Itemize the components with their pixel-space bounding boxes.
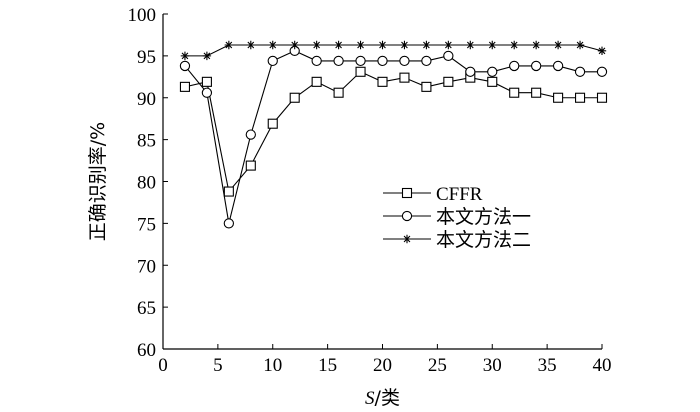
x-tick-label: 10 bbox=[263, 355, 282, 376]
data-point-star bbox=[290, 40, 299, 50]
data-point-square bbox=[223, 186, 234, 197]
data-point-square bbox=[311, 76, 322, 87]
series-square bbox=[179, 66, 608, 197]
y-tick-label: 90 bbox=[137, 89, 156, 110]
data-point-star bbox=[378, 40, 387, 50]
data-point-square bbox=[377, 76, 388, 87]
data-point-star bbox=[180, 51, 190, 61]
x-tick-label: 15 bbox=[318, 355, 337, 376]
data-point-square bbox=[245, 160, 256, 171]
data-point-circle bbox=[443, 50, 454, 62]
y-tick-label: 100 bbox=[128, 5, 157, 26]
x-axis-title: S/类 bbox=[365, 387, 400, 409]
data-point-circle bbox=[311, 55, 322, 67]
data-point-circle bbox=[245, 129, 256, 140]
data-point-star bbox=[444, 40, 453, 50]
data-point-star bbox=[400, 40, 409, 50]
data-point-star bbox=[422, 40, 431, 50]
x-tick-label: 0 bbox=[158, 355, 168, 376]
data-point-star bbox=[246, 40, 255, 50]
data-point-circle bbox=[596, 66, 608, 77]
data-point-circle bbox=[401, 210, 413, 222]
data-point-square bbox=[531, 87, 542, 98]
data-point-star bbox=[466, 40, 475, 50]
data-point-star bbox=[488, 40, 497, 50]
data-point-circle bbox=[267, 55, 278, 67]
x-tick-label: 5 bbox=[213, 355, 223, 376]
y-ticks: 60 65 70 75 80 85 90 95 100 bbox=[128, 5, 168, 361]
y-tick-label: 75 bbox=[137, 214, 156, 235]
data-point-star bbox=[510, 40, 519, 50]
data-point-square bbox=[574, 92, 586, 103]
data-point-square bbox=[596, 92, 608, 103]
data-point-circle bbox=[509, 60, 520, 72]
y-tick-label: 70 bbox=[137, 256, 156, 277]
data-point-square bbox=[179, 81, 190, 92]
x-tick-label: 20 bbox=[373, 355, 392, 376]
data-point-circle bbox=[377, 55, 388, 67]
y-tick-label: 85 bbox=[137, 131, 156, 152]
x-ticks: 0 5 10 15 20 25 30 35 40 bbox=[158, 344, 612, 376]
data-point-square bbox=[401, 187, 413, 199]
data-point-star bbox=[597, 46, 607, 56]
legend-label: 本文方法二 bbox=[436, 229, 531, 251]
legend-item: 本文方法一 bbox=[383, 206, 531, 228]
data-point-circle bbox=[574, 66, 586, 77]
series-line-star bbox=[184, 44, 603, 57]
data-point-square bbox=[201, 76, 212, 87]
data-point-square bbox=[289, 92, 300, 103]
data-point-circle bbox=[333, 55, 344, 67]
x-tick-label: 35 bbox=[538, 355, 557, 376]
y-tick-label: 80 bbox=[137, 173, 156, 194]
data-point-star bbox=[202, 51, 212, 61]
data-point-circle bbox=[223, 218, 234, 229]
data-point-star bbox=[575, 40, 585, 50]
data-point-star bbox=[312, 40, 321, 50]
x-tick-label: 40 bbox=[593, 355, 612, 376]
data-point-square bbox=[399, 72, 410, 83]
data-point-circle bbox=[355, 55, 366, 67]
x-axis-title-unit: /类 bbox=[375, 387, 400, 409]
data-point-circle bbox=[399, 55, 410, 67]
data-point-square bbox=[421, 81, 432, 92]
data-point-square bbox=[553, 92, 564, 103]
data-point-star bbox=[402, 234, 412, 244]
legend-item: CFFR bbox=[383, 184, 483, 205]
x-tick-label: 30 bbox=[483, 355, 502, 376]
data-point-circle bbox=[465, 66, 476, 77]
y-tick-label: 95 bbox=[137, 47, 156, 68]
data-point-circle bbox=[531, 60, 542, 72]
y-axis-title: 正确识别率/% bbox=[87, 122, 109, 241]
data-point-star bbox=[531, 40, 541, 50]
legend-label: CFFR bbox=[436, 184, 483, 205]
y-tick-label: 60 bbox=[137, 340, 156, 361]
series-layer bbox=[179, 40, 608, 229]
data-point-star bbox=[334, 40, 343, 50]
data-point-circle bbox=[179, 60, 191, 72]
legend-label: 本文方法一 bbox=[436, 206, 531, 228]
x-axis-title-variable: S bbox=[365, 388, 375, 409]
data-point-star bbox=[553, 40, 563, 50]
data-point-circle bbox=[201, 87, 213, 98]
data-point-square bbox=[509, 87, 520, 98]
data-point-square bbox=[267, 118, 278, 129]
data-point-circle bbox=[487, 66, 498, 77]
data-point-star bbox=[356, 40, 365, 50]
x-tick-label: 25 bbox=[428, 355, 447, 376]
data-point-square bbox=[355, 66, 366, 77]
data-point-square bbox=[333, 87, 344, 98]
legend-item: 本文方法二 bbox=[383, 229, 531, 251]
data-point-star bbox=[224, 40, 234, 50]
series-circle bbox=[179, 45, 608, 229]
data-point-square bbox=[443, 76, 454, 87]
series-star bbox=[180, 40, 607, 61]
data-point-circle bbox=[552, 60, 564, 72]
data-point-square bbox=[487, 76, 498, 87]
data-point-circle bbox=[421, 55, 432, 67]
y-tick-label: 65 bbox=[137, 298, 156, 319]
data-point-star bbox=[268, 40, 277, 50]
